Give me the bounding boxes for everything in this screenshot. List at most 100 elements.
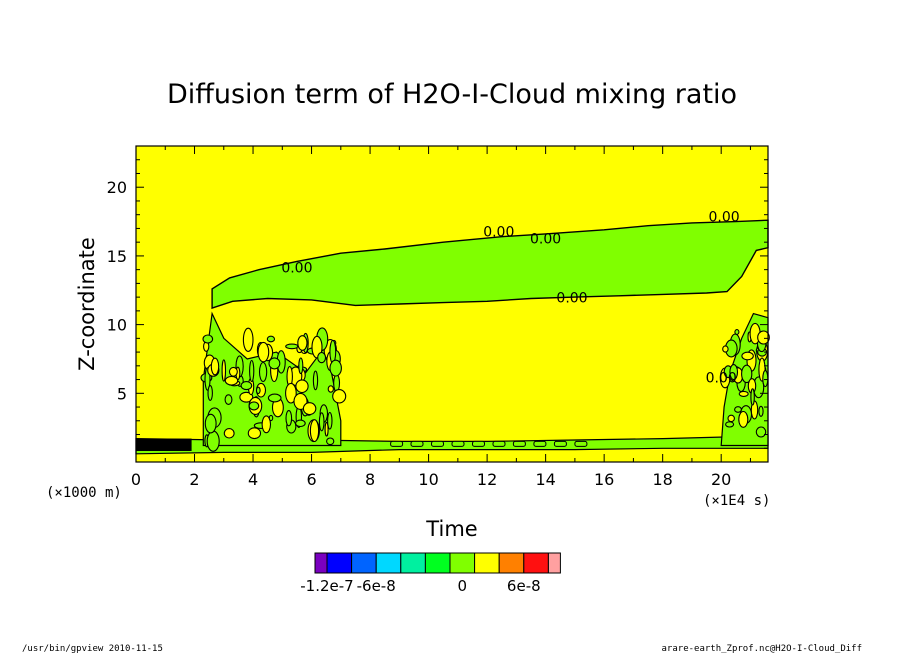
contour-line bbox=[553, 440, 567, 447]
contour-line bbox=[741, 351, 754, 361]
contour-line bbox=[729, 364, 739, 381]
contour-line bbox=[725, 421, 735, 428]
contour-line bbox=[302, 402, 317, 416]
contour-line bbox=[512, 440, 526, 447]
contour-line bbox=[224, 394, 233, 405]
contour-line bbox=[247, 427, 262, 440]
contour-line bbox=[228, 366, 238, 377]
contour-line bbox=[750, 388, 755, 406]
contour-line bbox=[734, 406, 742, 413]
colorbar-swatch bbox=[375, 552, 402, 574]
contour-line bbox=[734, 329, 740, 335]
contour-label: 0.00 bbox=[281, 260, 312, 276]
contour-line bbox=[472, 440, 485, 447]
contour-line bbox=[239, 391, 254, 403]
contour-line bbox=[207, 385, 213, 401]
contour-labels: 0.00 0.00 0.00 0.00 0.00 0.00 bbox=[281, 210, 739, 387]
y-tick-label: 15 bbox=[107, 247, 127, 266]
contour-line bbox=[261, 415, 272, 434]
footer-left: /usr/bin/gpview 2010-11-15 bbox=[22, 644, 163, 654]
contour-line bbox=[223, 428, 235, 439]
contour-line bbox=[738, 390, 749, 397]
contour-line bbox=[202, 334, 214, 344]
x-tick-label: 4 bbox=[248, 470, 258, 489]
contour-line bbox=[327, 411, 333, 430]
colorbar-swatch bbox=[449, 552, 476, 574]
colorbar-swatch bbox=[547, 552, 561, 574]
contour-line bbox=[285, 410, 293, 427]
contour-line bbox=[257, 341, 270, 363]
contour-line bbox=[312, 370, 319, 391]
contour-line bbox=[258, 361, 268, 383]
contour-line bbox=[210, 357, 220, 376]
contour-line bbox=[727, 414, 735, 423]
contour-line bbox=[221, 359, 227, 382]
contour-line bbox=[332, 389, 347, 404]
colorbar-swatch bbox=[498, 552, 525, 574]
contour-line bbox=[298, 357, 304, 375]
contour-line bbox=[295, 419, 306, 428]
contour-line bbox=[249, 359, 255, 383]
contour-line bbox=[431, 440, 444, 447]
colorbar-label: -1.2e-7 bbox=[300, 577, 353, 595]
contour-line bbox=[285, 382, 297, 404]
chart-title: Diffusion term of H2O-I-Cloud mixing rat… bbox=[167, 79, 737, 110]
y-axis: 5 10 15 20 bbox=[107, 159, 768, 449]
contour-line bbox=[255, 386, 261, 395]
contour-line bbox=[492, 440, 506, 447]
contour-line bbox=[327, 385, 334, 393]
contour-line bbox=[268, 357, 281, 370]
y-unit-label: (×1000 m) bbox=[46, 485, 122, 501]
contour-line bbox=[311, 335, 323, 359]
contour-line bbox=[757, 330, 770, 345]
footer-right: arare-earth_Zprof.nc@H2O-I-Cloud_Diff bbox=[662, 644, 862, 654]
contour-line bbox=[204, 413, 217, 434]
x-tick-label: 0 bbox=[131, 470, 141, 489]
x-tick-label: 14 bbox=[535, 470, 555, 489]
x-tick-label: 16 bbox=[594, 470, 614, 489]
contour-line bbox=[268, 414, 274, 422]
x-tick-label: 20 bbox=[711, 470, 731, 489]
contour-line bbox=[297, 335, 308, 351]
contour-line bbox=[240, 381, 253, 391]
x-tick-label: 6 bbox=[306, 470, 316, 489]
x-tick-label: 18 bbox=[652, 470, 672, 489]
contour-line bbox=[295, 379, 309, 394]
x-unit-label: (×1E4 s) bbox=[703, 493, 770, 509]
y-tick-label: 5 bbox=[117, 384, 127, 403]
contour-line bbox=[329, 359, 342, 377]
colorbar-swatch bbox=[400, 552, 426, 574]
contour-label: 0.00 bbox=[556, 291, 587, 307]
contour-line bbox=[755, 426, 767, 438]
contour-line bbox=[533, 440, 547, 447]
contour-line bbox=[285, 343, 299, 350]
contour-line bbox=[206, 430, 220, 452]
contour-line bbox=[267, 393, 282, 403]
contour-line bbox=[324, 421, 329, 437]
contour-line bbox=[722, 345, 729, 353]
contour-line bbox=[317, 351, 327, 364]
contour-line bbox=[224, 375, 239, 386]
contour-line bbox=[390, 440, 404, 447]
x-axis: 0 2 4 6 8 10 12 14 16 18 20 bbox=[131, 146, 751, 489]
contour-label: 0.00 bbox=[530, 232, 561, 248]
positive-region bbox=[211, 219, 769, 310]
x-tick-label: 12 bbox=[477, 470, 497, 489]
x-axis-title: Time bbox=[425, 517, 477, 541]
x-tick-label: 2 bbox=[189, 470, 199, 489]
contour-label: 0.00 bbox=[483, 225, 514, 241]
contour-line bbox=[309, 419, 320, 443]
contour-line bbox=[136, 438, 192, 451]
contour-line bbox=[248, 401, 260, 411]
colorbar-label: 0 bbox=[458, 577, 468, 595]
y-tick-label: 10 bbox=[107, 316, 127, 335]
contour-line bbox=[741, 364, 753, 384]
contour-line bbox=[242, 327, 254, 352]
contour-line bbox=[266, 335, 276, 343]
colorbar-swatch bbox=[326, 552, 353, 574]
colorbar-swatch bbox=[523, 552, 549, 574]
x-tick-label: 10 bbox=[418, 470, 438, 489]
contour-line bbox=[410, 440, 424, 447]
y-axis-title: Z-coordinate bbox=[75, 237, 99, 371]
contour-lines bbox=[136, 322, 770, 452]
